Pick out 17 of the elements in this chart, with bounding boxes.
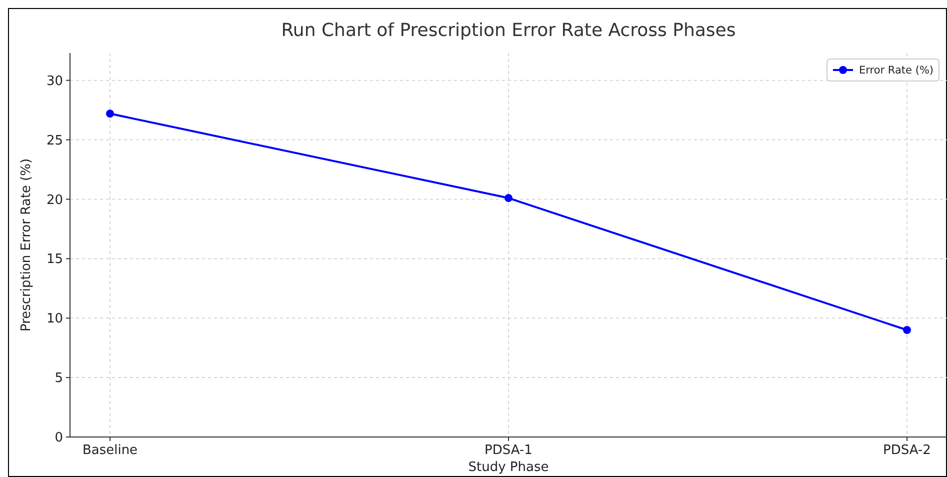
point: [903, 326, 911, 334]
y-tick-label: 5: [54, 371, 63, 386]
y-tick-label: 15: [46, 252, 63, 268]
point: [504, 194, 512, 202]
y-tick-label: 30: [46, 74, 63, 89]
x-tick-label: PDSA-2: [883, 443, 931, 458]
point: [106, 110, 114, 118]
y-tick-label: 20: [46, 192, 63, 208]
y-tick-label: 10: [46, 312, 63, 327]
y-tick-label: 0: [54, 430, 63, 446]
y-axis-title: Prescription Error Rate (%): [19, 158, 34, 332]
legend-label: Error Rate (%): [859, 64, 934, 77]
y-tick-label: 25: [46, 133, 63, 148]
x-tick-label: PDSA-1: [484, 443, 532, 458]
chart-title: Run Chart of Prescription Error Rate Across Phases: [281, 20, 736, 41]
x-axis-title: Study Phase: [468, 460, 549, 475]
x-tick-label: Baseline: [82, 443, 138, 458]
